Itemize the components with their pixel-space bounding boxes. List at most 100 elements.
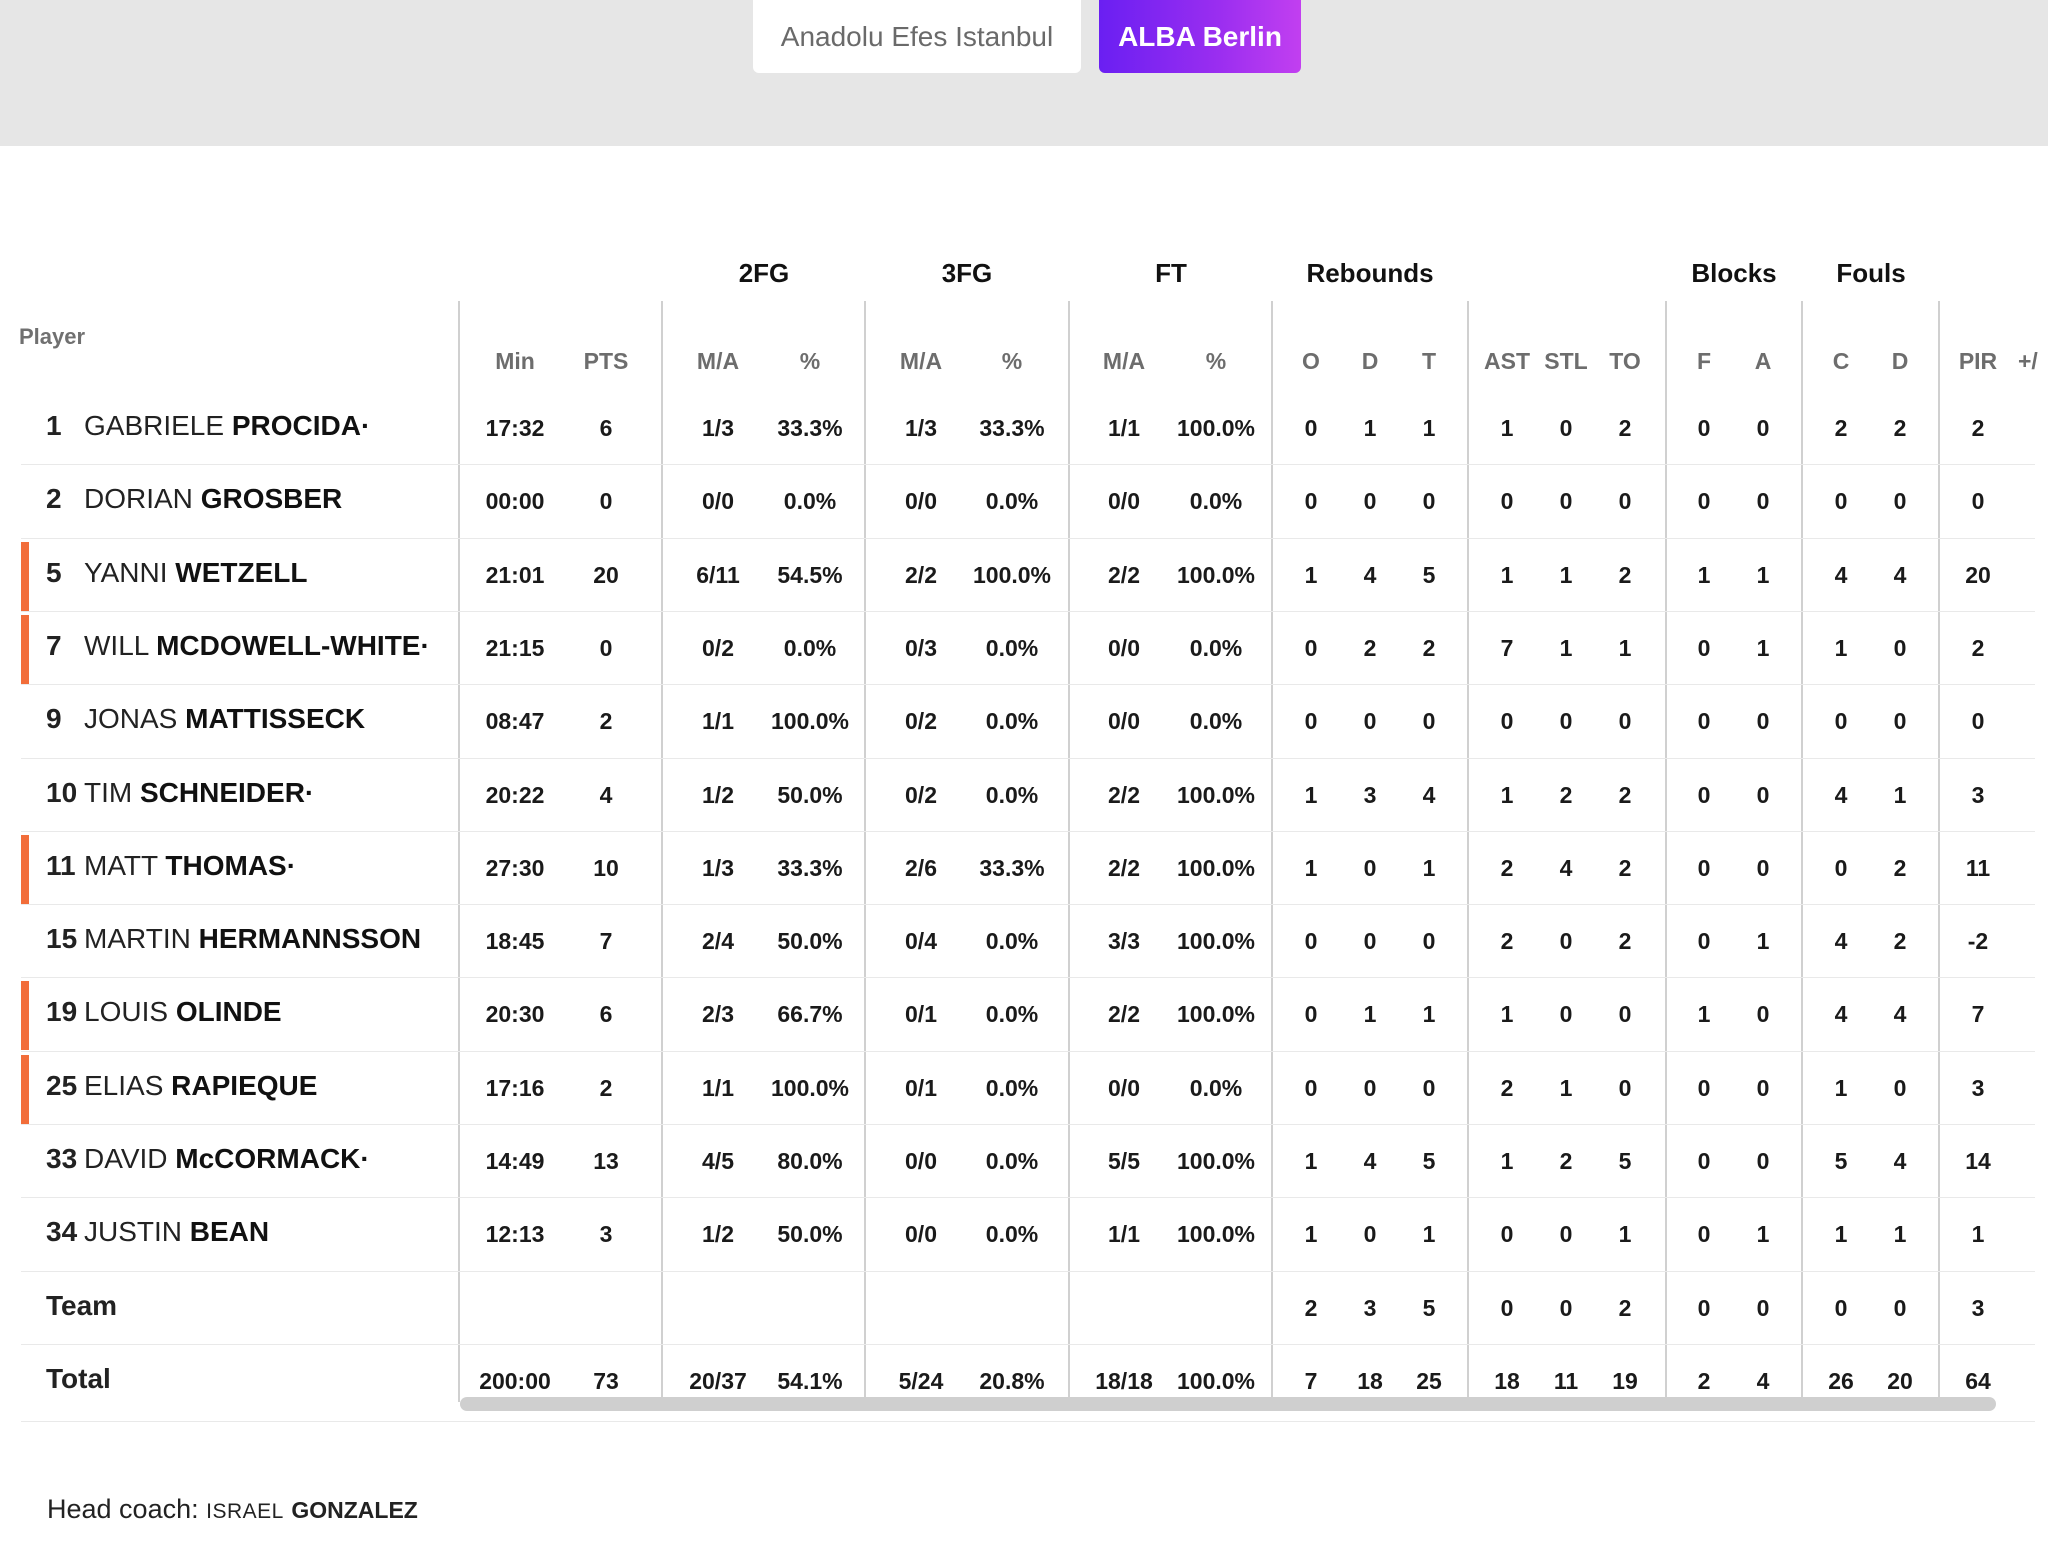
stat-cell: 0 bbox=[1363, 854, 1377, 881]
stat-cell: 0/4 bbox=[905, 928, 937, 955]
stat-cell: 7 bbox=[599, 928, 613, 955]
stat-cell: 1 bbox=[1618, 634, 1632, 661]
column-header[interactable]: % bbox=[1205, 348, 1227, 374]
stat-cell: 0 bbox=[1756, 1148, 1770, 1174]
stat-cell: 17:16 bbox=[485, 1074, 545, 1101]
column-header[interactable]: D bbox=[1891, 348, 1909, 374]
player-name[interactable]: 11 MATT THOMAS· bbox=[46, 850, 296, 882]
horizontal-scrollbar[interactable] bbox=[460, 1397, 1996, 1411]
starter-marker bbox=[21, 541, 29, 611]
player-first-name: WILL bbox=[84, 629, 149, 661]
stat-cell: 7 bbox=[1304, 1367, 1318, 1394]
player-name[interactable]: 1 GABRIELE PROCIDA· bbox=[46, 410, 370, 442]
player-number: 11 bbox=[46, 849, 76, 881]
stat-cell: 20/37 bbox=[689, 1367, 747, 1394]
stat-cell: 4 bbox=[1756, 1367, 1770, 1394]
column-separator bbox=[864, 301, 866, 1402]
stat-cell: 26 bbox=[1828, 1367, 1854, 1394]
column-header[interactable]: A bbox=[1754, 348, 1772, 374]
row-divider bbox=[21, 537, 2035, 539]
column-header[interactable]: PIR bbox=[1958, 348, 1998, 374]
stat-cell: 33.3% bbox=[979, 415, 1045, 441]
stat-cell: 3 bbox=[1363, 1294, 1377, 1321]
player-name[interactable]: 25 ELIAS RAPIEQUE bbox=[46, 1070, 317, 1102]
player-name[interactable]: 5 YANNI WETZELL bbox=[46, 557, 307, 589]
column-header[interactable]: % bbox=[1001, 348, 1023, 374]
column-header[interactable]: +/ bbox=[2018, 348, 2038, 374]
stat-cell: 0/1 bbox=[905, 1001, 937, 1028]
column-header[interactable]: PTS bbox=[583, 348, 629, 374]
stat-cell: 0 bbox=[1697, 708, 1711, 735]
stat-cell: 100.0% bbox=[770, 1074, 850, 1101]
stat-cell: 0.0% bbox=[985, 708, 1039, 735]
stat-cell: 50.0% bbox=[777, 1221, 843, 1248]
column-header[interactable]: F bbox=[1696, 348, 1712, 374]
column-header[interactable]: M/A bbox=[1102, 348, 1146, 374]
column-header[interactable]: STL bbox=[1544, 348, 1588, 374]
stat-cell: 2 bbox=[1971, 634, 1985, 661]
stat-cell: 2 bbox=[1893, 854, 1907, 881]
player-name[interactable]: 9 JONAS MATTISSECK bbox=[46, 703, 365, 735]
stat-cell: 0 bbox=[1971, 708, 1985, 735]
player-name[interactable]: 19 LOUIS OLINDE bbox=[46, 996, 282, 1028]
column-header[interactable]: Min bbox=[495, 348, 535, 374]
stat-cell: 1 bbox=[1756, 634, 1770, 661]
player-name[interactable]: 34 JUSTIN BEAN bbox=[46, 1216, 269, 1248]
stat-cell: 0 bbox=[1893, 488, 1907, 515]
column-header[interactable]: TO bbox=[1609, 348, 1641, 374]
player-name[interactable]: 2 DORIAN GROSBER bbox=[46, 483, 342, 515]
stat-cell: 0.0% bbox=[985, 1001, 1039, 1028]
team-tab-away-active[interactable]: ALBA Berlin bbox=[1099, 0, 1301, 73]
stat-cell: 0.0% bbox=[985, 488, 1039, 515]
stat-cell: 1 bbox=[1422, 1221, 1436, 1248]
column-header[interactable]: M/A bbox=[899, 348, 943, 374]
stat-cell: 4 bbox=[599, 781, 613, 808]
column-header[interactable]: C bbox=[1832, 348, 1850, 374]
stat-cell: 1 bbox=[1834, 634, 1848, 661]
stat-cell: 2 bbox=[1500, 928, 1514, 955]
stat-cell: 3 bbox=[599, 1221, 613, 1248]
column-header[interactable]: T bbox=[1421, 348, 1437, 374]
column-header[interactable]: AST bbox=[1484, 348, 1530, 374]
column-separator bbox=[1068, 301, 1070, 1402]
stat-cell: 21:15 bbox=[485, 634, 545, 661]
column-header[interactable]: M/A bbox=[696, 348, 740, 374]
stat-cell: 1/3 bbox=[702, 415, 734, 441]
player-number: 25 bbox=[46, 1069, 78, 1101]
stat-cell: 0.0% bbox=[1189, 488, 1243, 515]
player-name[interactable]: 33 DAVID McCORMACK· bbox=[46, 1143, 370, 1175]
stat-cell: 20:30 bbox=[485, 1001, 545, 1028]
stat-cell: 20.8% bbox=[979, 1367, 1045, 1394]
stat-cell: 11 bbox=[1553, 1367, 1579, 1394]
stat-cell: 5 bbox=[1422, 1148, 1436, 1174]
group-header-ft: FT bbox=[1155, 258, 1187, 288]
stat-cell: 4 bbox=[1363, 1148, 1377, 1174]
player-first-name: YANNI bbox=[84, 556, 168, 588]
player-last-name: PROCIDA· bbox=[231, 410, 371, 441]
stat-cell: 2/2 bbox=[1108, 854, 1140, 881]
row-divider bbox=[21, 830, 2035, 832]
team-tab-home[interactable]: Anadolu Efes Istanbul bbox=[753, 0, 1081, 73]
player-name[interactable]: 15 MARTIN HERMANNSSON bbox=[46, 923, 421, 955]
stat-cell: 0 bbox=[1304, 415, 1318, 441]
player-name[interactable]: 7 WILL MCDOWELL-WHITE· bbox=[46, 630, 430, 662]
stat-cell: 18 bbox=[1357, 1367, 1383, 1394]
stat-cell: 6 bbox=[599, 1001, 613, 1028]
stat-cell: 100.0% bbox=[1176, 1367, 1256, 1394]
column-header[interactable]: O bbox=[1302, 348, 1320, 374]
player-name[interactable]: 10 TIM SCHNEIDER· bbox=[46, 777, 314, 809]
stat-cell: 18 bbox=[1494, 1367, 1520, 1394]
stat-cell: 0 bbox=[1422, 1074, 1436, 1101]
stat-cell: 0 bbox=[1559, 488, 1573, 515]
stat-cell: 0/0 bbox=[1108, 634, 1140, 661]
stat-cell: 0 bbox=[1500, 1221, 1514, 1248]
stat-cell: 0 bbox=[1559, 1294, 1573, 1321]
column-header[interactable]: D bbox=[1361, 348, 1379, 374]
player-first-name: JONAS bbox=[84, 703, 178, 735]
group-header-rebounds: Rebounds bbox=[1306, 258, 1434, 288]
player-last-name: SCHNEIDER· bbox=[140, 776, 315, 808]
stat-cell: 2 bbox=[1304, 1294, 1318, 1321]
column-header[interactable]: % bbox=[799, 348, 821, 374]
stat-cell: 0.0% bbox=[985, 781, 1039, 808]
